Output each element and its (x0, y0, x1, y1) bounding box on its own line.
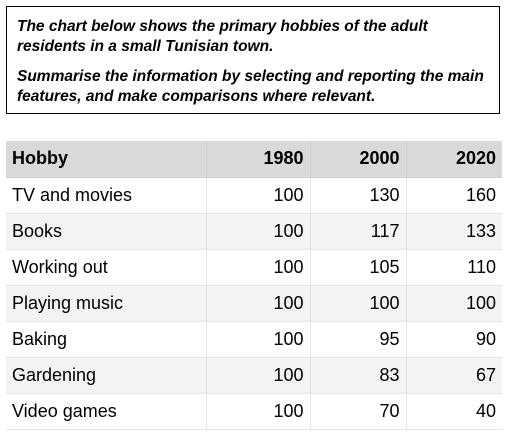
value-1980-cell: 100 (206, 177, 311, 214)
value-1980-cell: 100 (206, 393, 311, 430)
header-1980: 1980 (206, 141, 311, 178)
table-row: Video games 100 70 40 (6, 393, 502, 430)
value-2000-cell: 83 (310, 357, 407, 394)
hobby-cell: TV and movies (6, 177, 207, 214)
table-row: Baking 100 95 90 (6, 321, 502, 358)
value-2000-cell: 105 (310, 249, 407, 286)
table-row: Gardening 100 83 67 (6, 357, 502, 394)
value-2000-cell: 70 (310, 393, 407, 430)
value-2000-cell: 117 (310, 213, 407, 250)
value-2020-cell: 90 (406, 321, 502, 358)
hobby-cell: Baking (6, 321, 207, 358)
value-2000-cell: 95 (310, 321, 407, 358)
value-2020-cell: 67 (406, 357, 502, 394)
value-1980-cell: 100 (206, 357, 311, 394)
table-row: Working out 100 105 110 (6, 249, 502, 286)
header-2020: 2020 (406, 141, 502, 178)
table-header-row: Hobby 1980 2000 2020 (6, 141, 502, 178)
value-2020-cell: 40 (406, 393, 502, 430)
task-prompt-line1: The chart below shows the primary hobbie… (17, 18, 428, 55)
hobby-cell: Working out (6, 249, 207, 286)
value-1980-cell: 100 (206, 321, 311, 358)
value-2000-cell: 100 (310, 285, 407, 322)
value-2020-cell: 110 (406, 249, 502, 286)
value-2020-cell: 133 (406, 213, 502, 250)
hobby-table: Hobby 1980 2000 2020 TV and movies 100 1… (6, 141, 502, 430)
value-2020-cell: 100 (406, 285, 502, 322)
value-1980-cell: 100 (206, 249, 311, 286)
task-prompt-line2: Summarise the information by selecting a… (17, 68, 484, 105)
header-hobby: Hobby (6, 141, 207, 178)
value-2000-cell: 130 (310, 177, 407, 214)
hobby-cell: Playing music (6, 285, 207, 322)
task-prompt-box: The chart below shows the primary hobbie… (6, 6, 500, 114)
table-row: Playing music 100 100 100 (6, 285, 502, 322)
value-1980-cell: 100 (206, 285, 311, 322)
table-row: TV and movies 100 130 160 (6, 177, 502, 214)
hobby-cell: Gardening (6, 357, 207, 394)
hobby-cell: Video games (6, 393, 207, 430)
value-2020-cell: 160 (406, 177, 502, 214)
value-1980-cell: 100 (206, 213, 311, 250)
table-row: Books 100 117 133 (6, 213, 502, 250)
header-2000: 2000 (310, 141, 407, 178)
hobby-cell: Books (6, 213, 207, 250)
